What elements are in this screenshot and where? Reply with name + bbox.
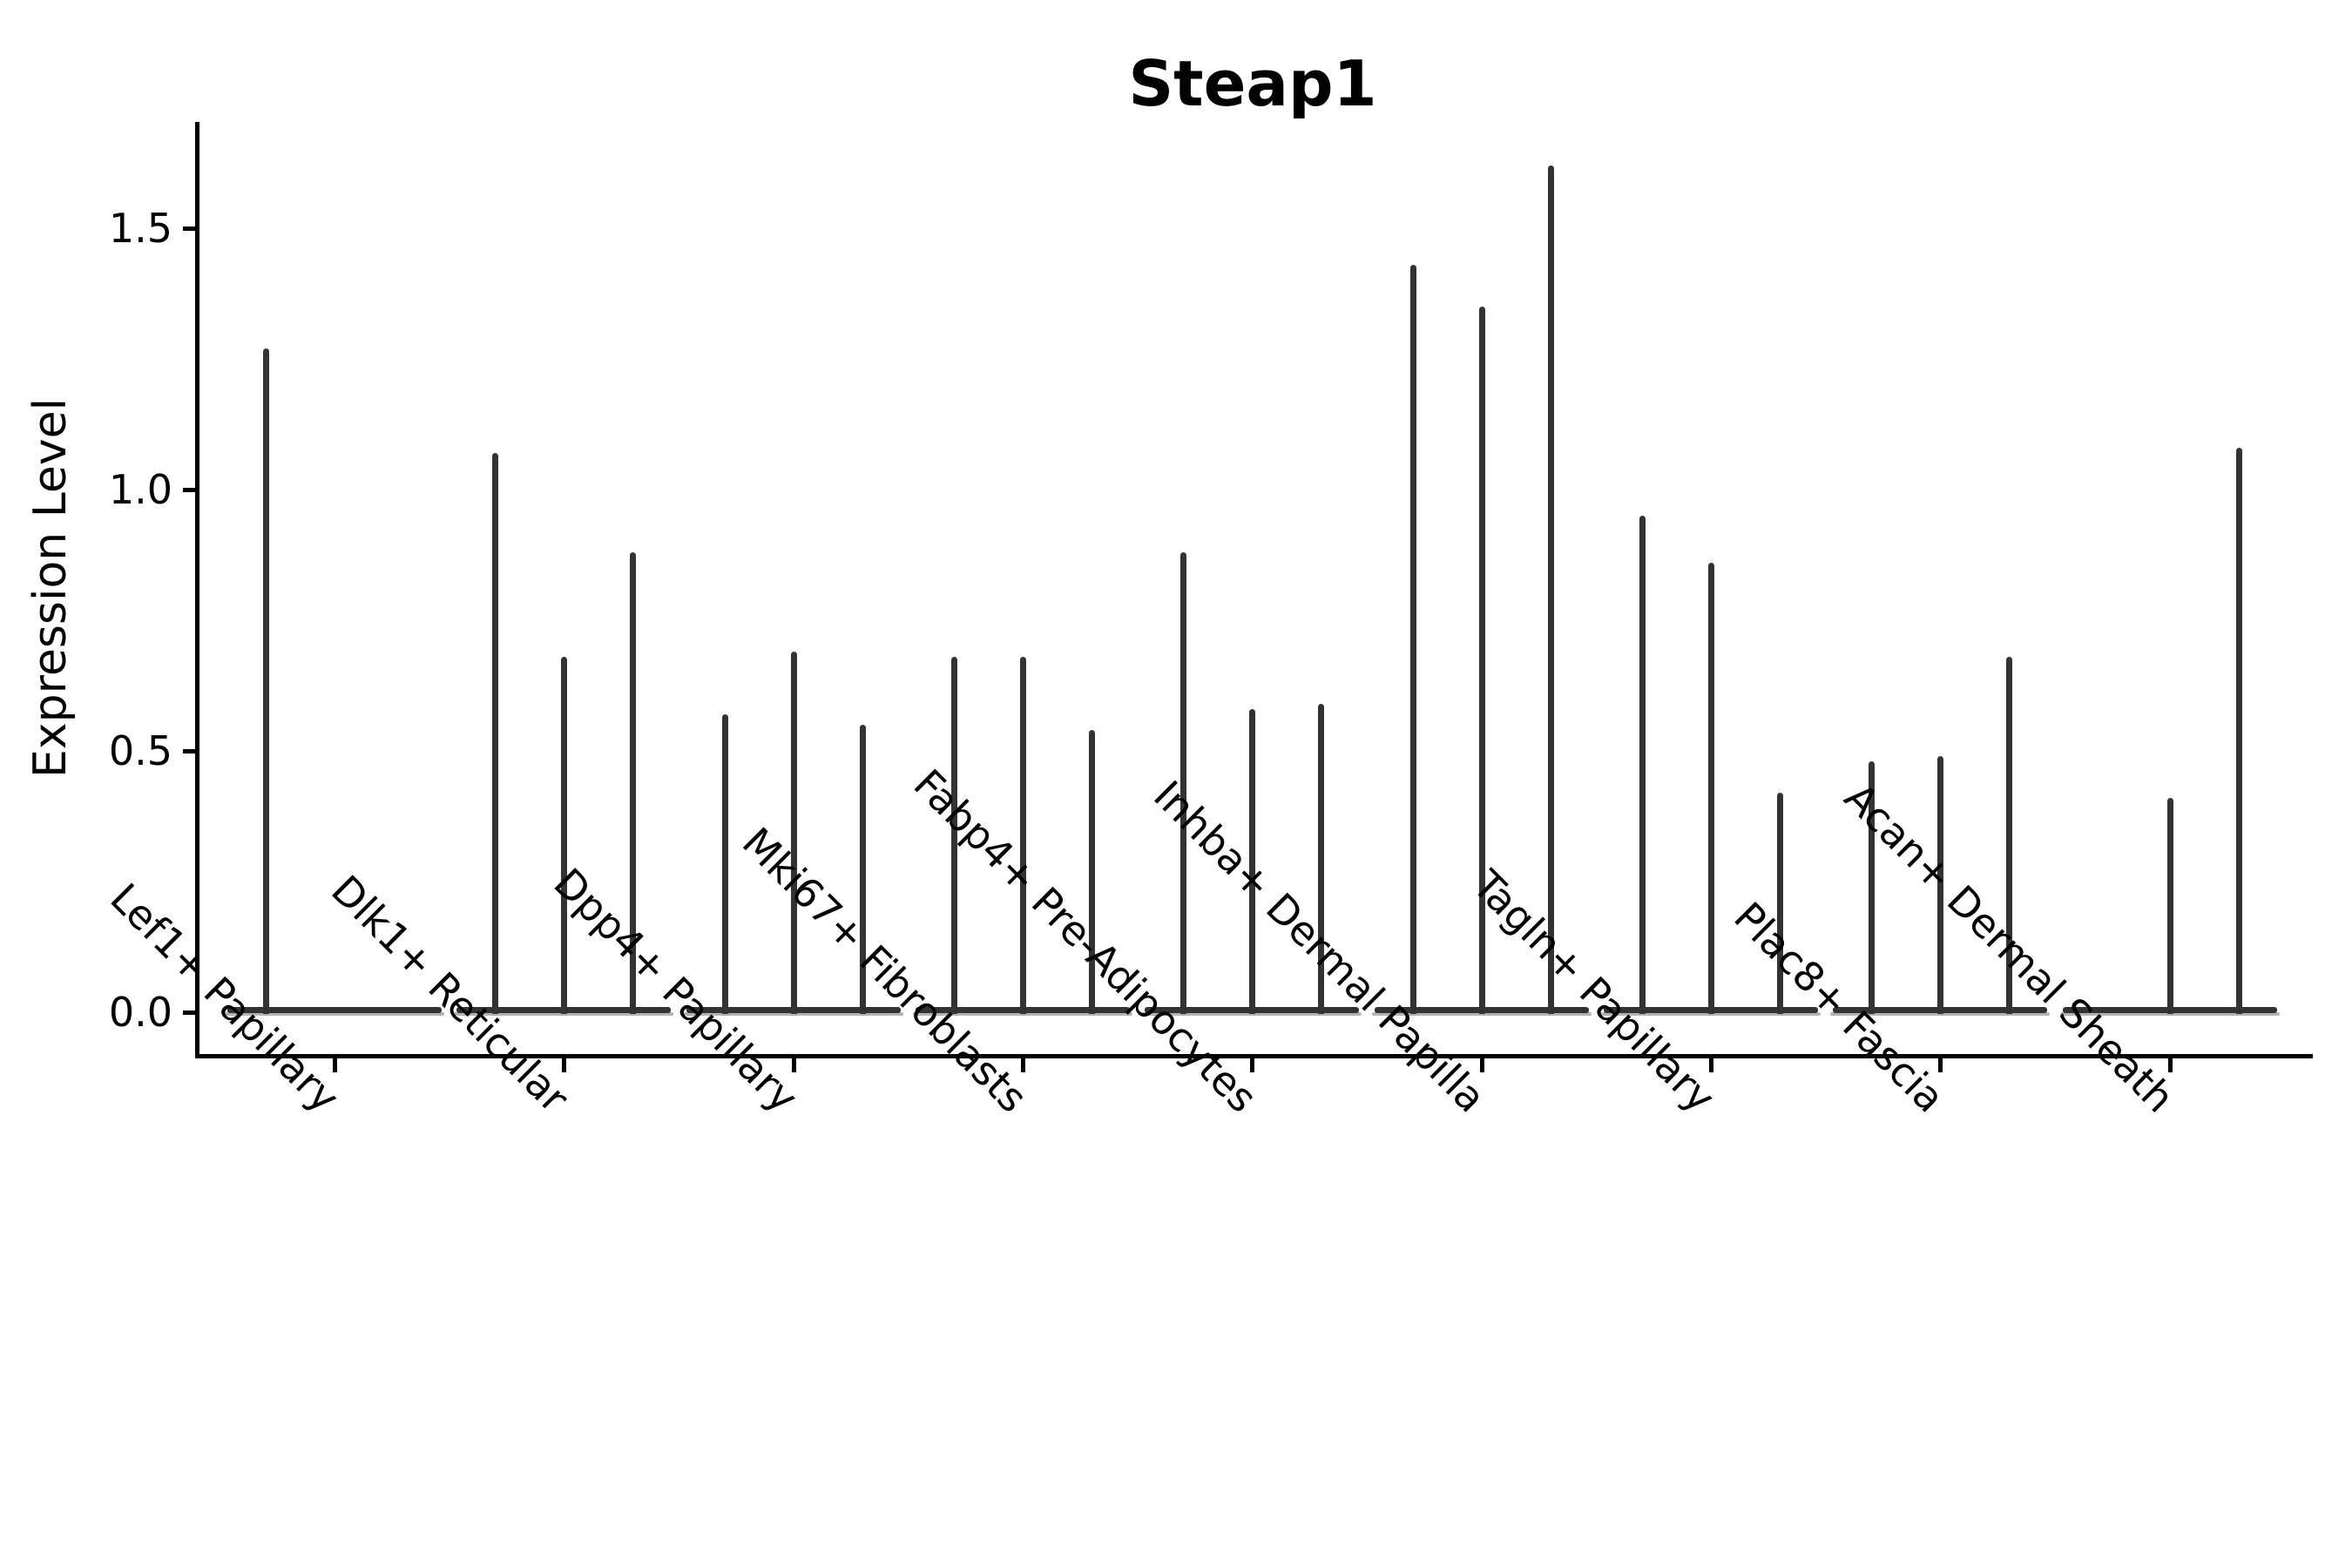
violin-spike bbox=[1776, 793, 1783, 1014]
violin-fill-edge bbox=[683, 1012, 903, 1016]
x-tick bbox=[1250, 1058, 1255, 1072]
y-tick-label: 1.5 bbox=[108, 205, 172, 252]
violin-fill-edge bbox=[1830, 1012, 2051, 1016]
violin-spike bbox=[1318, 704, 1325, 1014]
page-title: Steap1 bbox=[1128, 47, 1377, 120]
violin-fill-edge bbox=[1142, 1012, 1362, 1016]
x-tick bbox=[1479, 1058, 1484, 1072]
y-tick bbox=[183, 488, 197, 492]
violin-spike bbox=[950, 657, 957, 1014]
violin-spike bbox=[492, 453, 499, 1014]
violin-spike bbox=[1639, 516, 1646, 1014]
violin-spike bbox=[1869, 761, 1876, 1014]
violin-spike bbox=[1478, 307, 1485, 1014]
violin-fill-edge bbox=[1371, 1012, 1592, 1016]
violin-fill-edge bbox=[225, 1012, 444, 1016]
plot-area bbox=[195, 122, 2313, 1058]
x-tick bbox=[562, 1058, 567, 1072]
y-tick bbox=[183, 1010, 197, 1015]
y-tick bbox=[183, 749, 197, 754]
violin-fill-edge bbox=[912, 1012, 1132, 1016]
violin-spike bbox=[1249, 709, 1256, 1014]
y-axis-label: Expression Level bbox=[24, 397, 77, 779]
violin-spike bbox=[2006, 657, 2013, 1014]
violin-spike bbox=[790, 652, 797, 1014]
violin-spike bbox=[721, 714, 728, 1014]
violin-baseline bbox=[227, 1007, 442, 1013]
violin-spike bbox=[630, 552, 637, 1014]
y-tick-label: 0.5 bbox=[108, 727, 172, 774]
x-tick bbox=[1708, 1058, 1713, 1072]
violin-spike bbox=[1707, 563, 1714, 1014]
violin-spike bbox=[1019, 657, 1026, 1014]
x-tick bbox=[2167, 1058, 2173, 1072]
violin-spike bbox=[1937, 756, 1944, 1014]
violin-spike bbox=[1409, 265, 1416, 1014]
violin-spike bbox=[1088, 730, 1095, 1014]
y-tick-label: 1.0 bbox=[108, 466, 172, 513]
x-tick bbox=[1020, 1058, 1025, 1072]
x-tick bbox=[333, 1058, 337, 1072]
violin-spike bbox=[561, 657, 568, 1014]
violin-spike bbox=[2166, 798, 2173, 1014]
x-tick bbox=[791, 1058, 796, 1072]
x-tick bbox=[1938, 1058, 1943, 1072]
y-tick bbox=[183, 226, 197, 231]
violin-fill-edge bbox=[454, 1012, 674, 1016]
violin-spike bbox=[2235, 448, 2242, 1014]
violin-spike bbox=[263, 348, 269, 1014]
violin-fill-edge bbox=[1600, 1012, 1821, 1016]
violin-spike bbox=[859, 725, 866, 1014]
violin-fill-edge bbox=[2059, 1012, 2280, 1016]
violin-spike bbox=[1547, 166, 1554, 1014]
y-tick-label: 0.0 bbox=[108, 989, 172, 1036]
violin-spike bbox=[1180, 552, 1187, 1014]
